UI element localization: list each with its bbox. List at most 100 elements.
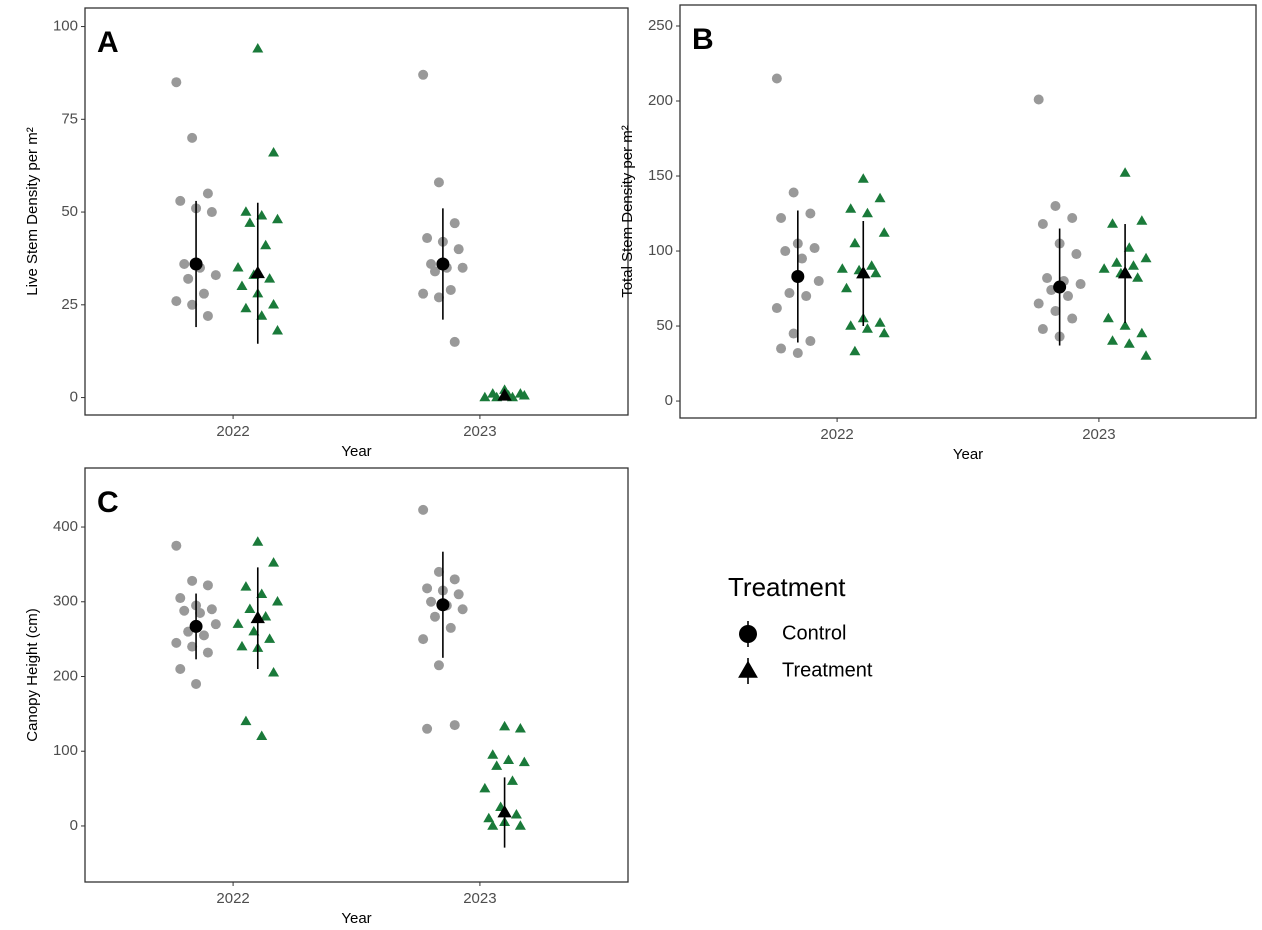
y-tick-label: 25 bbox=[61, 296, 78, 313]
data-point bbox=[187, 641, 198, 652]
y-tick-label: 50 bbox=[656, 317, 673, 334]
data-point bbox=[260, 610, 272, 621]
data-point bbox=[861, 207, 873, 218]
data-point bbox=[195, 607, 206, 618]
data-point bbox=[272, 596, 284, 606]
data-point bbox=[870, 267, 882, 278]
data-point bbox=[429, 266, 440, 277]
data-point bbox=[479, 782, 491, 793]
data-point bbox=[202, 647, 213, 658]
data-point bbox=[1123, 242, 1135, 252]
data-point bbox=[252, 43, 264, 53]
data-point bbox=[260, 239, 272, 250]
data-point bbox=[1140, 252, 1152, 263]
data-point bbox=[187, 132, 198, 143]
data-point bbox=[776, 213, 787, 224]
data-point bbox=[457, 262, 468, 273]
mean-point bbox=[436, 257, 450, 271]
x-tick-label: 2023 bbox=[463, 890, 496, 907]
data-point bbox=[240, 302, 252, 313]
y-axis-title: Canopy Height (cm) bbox=[24, 608, 41, 741]
y-tick-label: 0 bbox=[665, 392, 673, 409]
data-point bbox=[801, 291, 812, 302]
x-axis-title: Year bbox=[341, 910, 371, 927]
data-point bbox=[445, 622, 456, 633]
data-point bbox=[236, 640, 248, 651]
data-point bbox=[499, 720, 511, 731]
data-point bbox=[264, 273, 276, 283]
data-point bbox=[183, 273, 194, 284]
data-point bbox=[1067, 213, 1078, 224]
data-point bbox=[179, 605, 190, 616]
y-tick-label: 0 bbox=[70, 817, 78, 834]
data-point bbox=[429, 611, 440, 622]
data-point bbox=[418, 69, 429, 80]
data-point bbox=[836, 263, 848, 273]
data-point bbox=[1111, 257, 1123, 267]
data-point bbox=[272, 213, 284, 224]
data-point bbox=[268, 557, 280, 567]
data-point bbox=[491, 760, 503, 770]
x-tick-label: 2022 bbox=[216, 423, 249, 440]
data-point bbox=[449, 336, 460, 347]
data-point bbox=[878, 327, 890, 338]
data-point bbox=[202, 188, 213, 199]
data-point bbox=[232, 261, 244, 272]
data-point bbox=[771, 73, 782, 84]
x-axis-title: Year bbox=[341, 443, 371, 460]
data-point bbox=[780, 246, 791, 257]
panel-label: C bbox=[97, 486, 119, 519]
mean-point bbox=[189, 257, 203, 271]
y-tick-label: 250 bbox=[648, 17, 673, 34]
y-tick-label: 200 bbox=[648, 92, 673, 109]
data-point bbox=[788, 187, 799, 198]
data-point bbox=[187, 575, 198, 586]
data-point bbox=[514, 723, 526, 733]
data-point bbox=[244, 217, 256, 227]
panel-label: B bbox=[692, 23, 714, 56]
data-point bbox=[449, 720, 460, 731]
x-axis-title: Year bbox=[953, 446, 983, 463]
data-point bbox=[857, 173, 869, 183]
data-point bbox=[506, 775, 518, 785]
data-point bbox=[1037, 219, 1048, 230]
data-point bbox=[1033, 298, 1044, 309]
data-point bbox=[272, 325, 284, 335]
data-point bbox=[256, 210, 268, 220]
data-point bbox=[453, 589, 464, 600]
mean-point bbox=[250, 610, 265, 624]
mean-point bbox=[189, 619, 203, 633]
data-point bbox=[805, 336, 816, 347]
data-point bbox=[1123, 338, 1135, 348]
data-point bbox=[256, 310, 268, 320]
data-point bbox=[206, 207, 217, 218]
data-point bbox=[202, 580, 213, 591]
data-point bbox=[1119, 320, 1131, 330]
mean-point bbox=[791, 270, 805, 284]
data-point bbox=[268, 299, 280, 309]
data-point bbox=[1102, 312, 1114, 323]
data-point bbox=[426, 596, 437, 607]
data-point bbox=[771, 303, 782, 314]
data-point bbox=[1119, 167, 1131, 177]
mean-point bbox=[497, 805, 512, 818]
mean-point bbox=[1117, 266, 1133, 279]
mean-point bbox=[856, 266, 871, 279]
y-tick-label: 100 bbox=[53, 742, 78, 759]
data-point bbox=[175, 664, 186, 675]
data-point bbox=[232, 618, 244, 628]
legend-marker bbox=[739, 625, 757, 643]
y-axis-title: Live Stem Density per m² bbox=[24, 127, 41, 295]
y-tick-label: 150 bbox=[648, 167, 673, 184]
x-tick-label: 2023 bbox=[1082, 426, 1115, 443]
data-point bbox=[453, 244, 464, 255]
data-point bbox=[198, 288, 209, 299]
data-point bbox=[487, 820, 499, 830]
data-point bbox=[179, 258, 190, 269]
data-point bbox=[866, 260, 878, 270]
data-point bbox=[248, 625, 260, 636]
data-point bbox=[433, 292, 444, 303]
data-point bbox=[845, 203, 857, 213]
data-point bbox=[202, 310, 213, 321]
data-point bbox=[198, 630, 209, 641]
